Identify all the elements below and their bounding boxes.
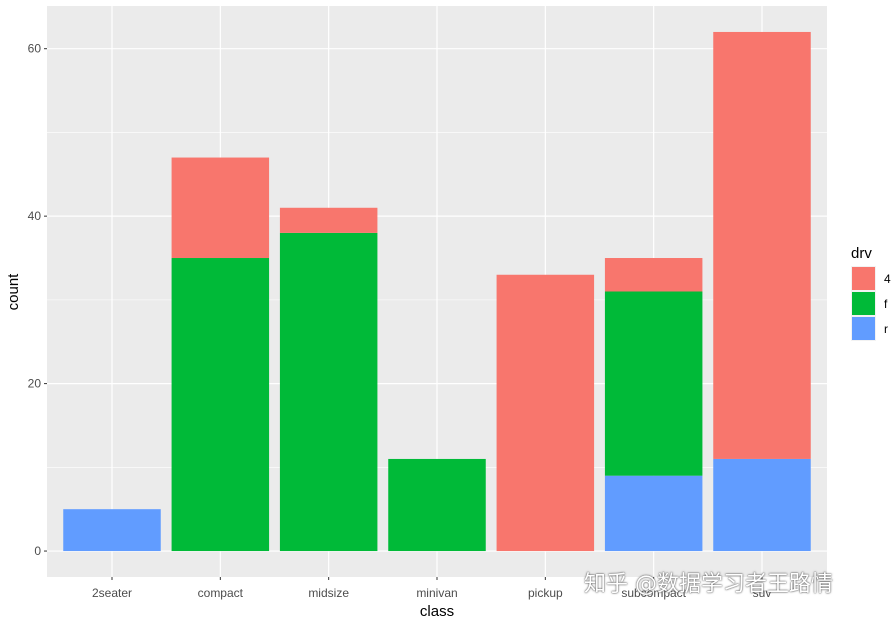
bar-compact-4	[171, 157, 270, 259]
bar-2seater-r	[63, 509, 161, 552]
y-axis-title: count	[5, 273, 22, 311]
legend-label-r: r	[884, 322, 888, 336]
y-tick-label: 0	[34, 544, 41, 558]
x-tick-label: midsize	[308, 586, 349, 600]
bar-midsize-f	[279, 232, 378, 552]
bar-minivan-f	[388, 458, 486, 552]
x-axis: 2seater compact midsize minivan pickup subcom…	[92, 577, 771, 600]
legend-label-f: f	[884, 297, 888, 311]
legend-swatch-4	[852, 267, 875, 290]
x-tick-label: suv	[753, 586, 772, 600]
y-tick-label: 20	[28, 377, 42, 391]
legend-label-4: 4	[884, 272, 891, 286]
bar-suv-r	[713, 458, 811, 552]
bar-midsize-4	[279, 207, 378, 233]
x-tick-label: compact	[198, 586, 244, 600]
legend-swatch-r	[852, 317, 875, 340]
y-tick-label: 60	[28, 42, 42, 56]
bar-suv-4	[713, 31, 811, 459]
y-axis: 0 20 40 60	[28, 42, 47, 558]
legend: drv 4 fr	[851, 245, 891, 341]
bars	[63, 31, 811, 552]
legend-swatch-f	[852, 292, 875, 315]
watermark: 知乎 @数据学习者王路情	[584, 572, 833, 597]
bar-subcompact-4	[604, 258, 703, 292]
x-tick-label: pickup	[528, 586, 563, 600]
x-tick-label: subcompact	[621, 586, 686, 600]
x-tick-label: minivan	[416, 586, 457, 600]
bar-pickup-4	[496, 274, 595, 552]
legend-title: drv	[851, 245, 872, 262]
bar-subcompact-r	[604, 475, 703, 552]
bar-compact-f	[171, 258, 270, 552]
y-tick-label: 40	[28, 209, 42, 223]
bar-subcompact-f	[604, 291, 703, 476]
x-axis-title: class	[420, 603, 454, 620]
x-tick-label: 2seater	[92, 586, 132, 600]
